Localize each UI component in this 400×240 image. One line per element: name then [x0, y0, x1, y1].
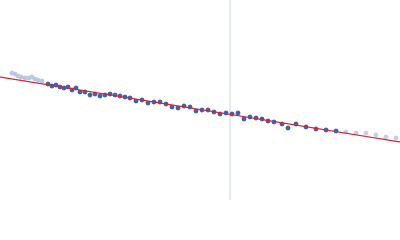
fit-line: [0, 76, 400, 143]
chart: [0, 0, 400, 200]
data-point: [175, 105, 181, 111]
data-point: [97, 93, 103, 99]
data-point: [169, 104, 175, 110]
data-point: [393, 135, 399, 141]
data-point: [193, 108, 199, 114]
data-point: [373, 132, 379, 138]
data-point: [285, 125, 291, 131]
data-point: [18, 74, 24, 80]
data-point: [363, 130, 369, 136]
data-point: [87, 92, 93, 98]
data-point: [383, 134, 389, 140]
data-point: [39, 78, 45, 84]
data-point: [22, 75, 28, 81]
data-point: [235, 110, 241, 116]
data-point: [35, 77, 41, 83]
data-point: [241, 116, 247, 122]
